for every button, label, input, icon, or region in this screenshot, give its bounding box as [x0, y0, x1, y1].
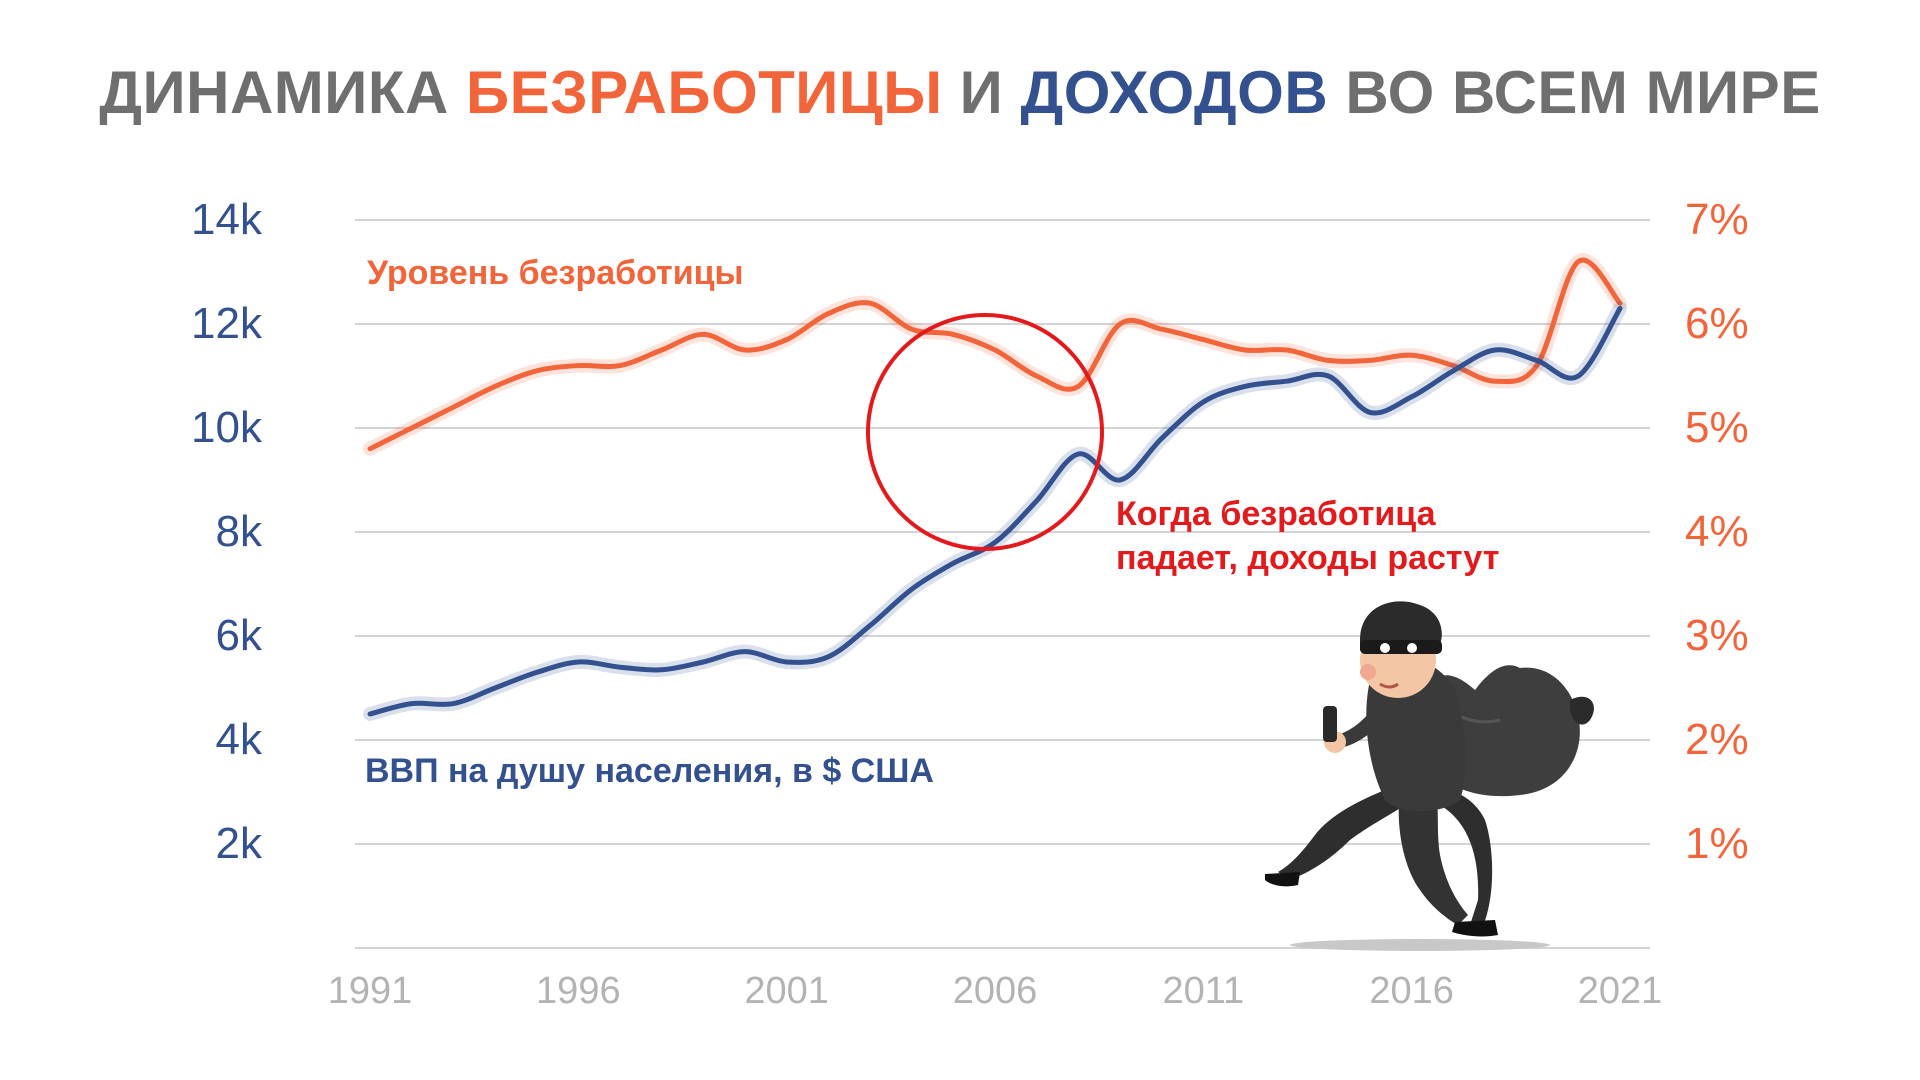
page-title: ДИНАМИКА БЕЗРАБОТИЦЫ И ДОХОДОВ ВО ВСЕМ М… — [0, 58, 1920, 127]
y-left-tick-label: 10k — [191, 403, 262, 452]
chart-gridlines — [355, 219, 1650, 949]
title-income-word: ДОХОДОВ — [1020, 59, 1329, 126]
x-tick-label: 2001 — [744, 970, 829, 1012]
y-right-tick-label: 5% — [1685, 403, 1749, 452]
annotation-line-1: Когда безработица — [1116, 495, 1436, 533]
y-right-tick-label: 1% — [1685, 819, 1749, 868]
title-part-1: ДИНАМИКА — [99, 59, 467, 126]
x-tick-label: 2006 — [952, 970, 1038, 1012]
title-part-3: И — [942, 59, 1021, 126]
x-tick-label: 2016 — [1369, 970, 1454, 1012]
x-tick-label: 1996 — [536, 970, 621, 1012]
title-part-5: ВО ВСЕМ МИРЕ — [1328, 59, 1821, 126]
series-line-unemployment — [367, 257, 1623, 452]
y-right-tick-label: 4% — [1685, 507, 1749, 556]
thief-illustration — [1265, 601, 1594, 951]
x-tick-label: 1991 — [327, 970, 413, 1012]
y-right-tick-label: 7% — [1685, 195, 1749, 244]
series-line-gdp — [367, 305, 1623, 717]
annotation-text: Когда безработица падает, доходы растут — [1116, 492, 1499, 580]
x-tick-label: 2011 — [1162, 970, 1245, 1012]
y-left-tick-label: 4k — [215, 715, 262, 764]
y-left-tick-label: 12k — [191, 299, 262, 348]
annotation-line-2: падает, доходы растут — [1116, 539, 1500, 577]
y-right-tick-label: 2% — [1685, 715, 1749, 764]
y-left-tick-label: 14k — [191, 195, 262, 244]
title-unemployment-word: БЕЗРАБОТИЦЫ — [466, 59, 943, 126]
y-right-tick-label: 6% — [1685, 299, 1749, 348]
y-right-tick-label: 3% — [1685, 611, 1749, 660]
y-left-tick-label: 2k — [215, 819, 262, 868]
chart-series-lines — [363, 253, 1627, 721]
y-left-tick-label: 6k — [215, 611, 262, 660]
series-label-unemployment: Уровень безработицы — [367, 254, 744, 292]
y-left-tick-label: 8k — [215, 507, 262, 556]
series-label-gdp: ВВП на душу населения, в $ США — [365, 752, 934, 790]
x-tick-label: 2021 — [1577, 970, 1663, 1012]
highlight-circle — [866, 313, 1104, 551]
